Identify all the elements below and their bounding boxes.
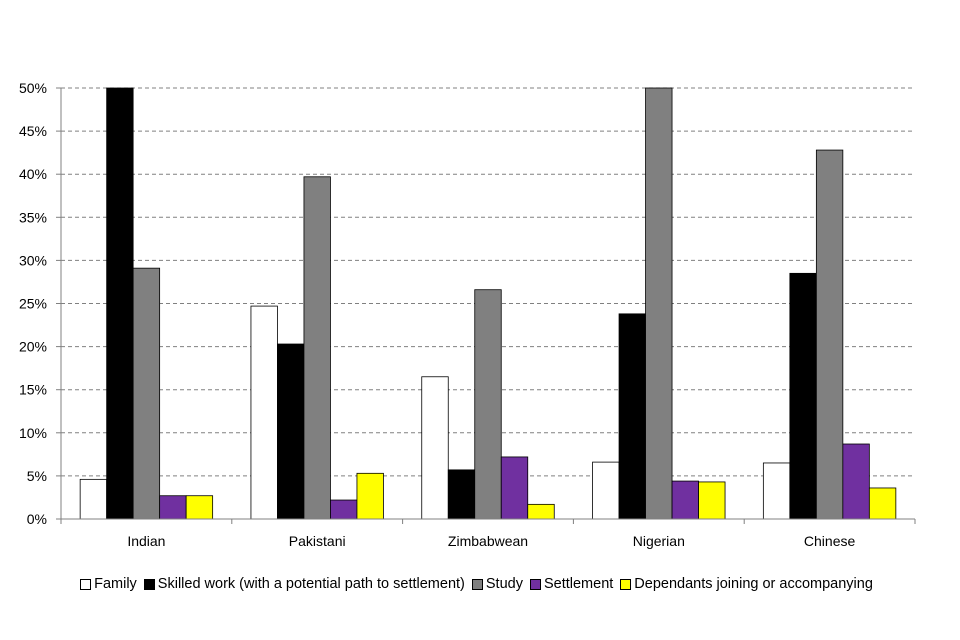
bar-family bbox=[762, 462, 791, 520]
bar-study bbox=[474, 289, 502, 520]
y-tick-label: 5% bbox=[27, 468, 47, 484]
y-tick-label: 20% bbox=[19, 339, 47, 355]
y-tick-label: 35% bbox=[19, 209, 47, 225]
legend-label: Study bbox=[485, 576, 523, 592]
bar-dependants bbox=[185, 495, 214, 520]
legend-swatch bbox=[143, 578, 155, 590]
legend: Family Skilled work (with a potential pat… bbox=[0, 576, 960, 594]
bar-study bbox=[303, 176, 331, 520]
legend-swatch bbox=[620, 578, 632, 590]
bar-dependants bbox=[356, 472, 384, 520]
y-tick-label: 30% bbox=[19, 252, 47, 268]
bar-family bbox=[592, 461, 620, 520]
x-tick-label: Pakistani bbox=[289, 533, 346, 549]
legend-item: Settlement bbox=[529, 576, 614, 592]
y-tick-label: 25% bbox=[19, 296, 47, 312]
legend-item: Family bbox=[80, 576, 137, 592]
bar-dependants bbox=[698, 481, 726, 520]
x-axis-ticks: Indian Pakistani Zimbabwean Nigerian Chinese bbox=[127, 533, 855, 549]
bar-skilled bbox=[789, 272, 817, 520]
bar-settlement bbox=[500, 456, 529, 520]
legend-label: Dependants joining or accompanying bbox=[634, 576, 873, 592]
bar-settlement bbox=[842, 443, 870, 520]
bar-skilled bbox=[277, 343, 305, 520]
bar-skilled bbox=[447, 469, 476, 520]
legend-item: Skilled work (with a potential path to s… bbox=[143, 576, 465, 592]
bar-study bbox=[132, 267, 161, 520]
bar-dependants bbox=[868, 487, 897, 520]
axes bbox=[56, 87, 916, 524]
bar-skilled bbox=[106, 87, 134, 520]
bar-skilled bbox=[618, 313, 646, 520]
y-axis-ticks: 0% 5% 10% 15% 20% 25% 30% 35% 40% 45% 50% bbox=[19, 80, 47, 527]
legend-swatch bbox=[529, 578, 541, 590]
legend-label: Family bbox=[94, 576, 137, 592]
legend-label: Settlement bbox=[543, 576, 614, 592]
bar-settlement bbox=[330, 499, 358, 520]
bar-family bbox=[79, 478, 108, 520]
x-tick-label: Nigerian bbox=[633, 533, 685, 549]
bar-study bbox=[815, 149, 844, 520]
y-tick-label: 0% bbox=[27, 511, 47, 527]
bar-family bbox=[250, 305, 278, 520]
y-tick-label: 45% bbox=[19, 123, 47, 139]
y-tick-label: 40% bbox=[19, 166, 47, 182]
bar-study bbox=[645, 87, 673, 520]
legend-item: Dependants joining or accompanying bbox=[620, 576, 873, 592]
bar-chart: 0% 5% 10% 15% 20% 25% 30% 35% 40% 45% 50% Indian Pa… bbox=[19, 80, 916, 549]
bar-settlement bbox=[671, 480, 699, 520]
x-tick-label: Chinese bbox=[804, 533, 856, 549]
legend-item: Study bbox=[471, 576, 523, 592]
bars bbox=[79, 87, 897, 520]
bar-settlement bbox=[159, 495, 187, 520]
bar-dependants bbox=[527, 503, 555, 520]
legend-label: Skilled work (with a potential path to s… bbox=[157, 576, 465, 592]
y-tick-label: 15% bbox=[19, 382, 47, 398]
x-tick-label: Zimbabwean bbox=[448, 533, 528, 549]
y-tick-label: 50% bbox=[19, 80, 47, 96]
y-tick-label: 10% bbox=[19, 425, 47, 441]
x-tick-label: Indian bbox=[127, 533, 165, 549]
bar-family bbox=[421, 376, 449, 520]
legend-swatch bbox=[471, 578, 483, 590]
legend-swatch bbox=[80, 578, 92, 590]
